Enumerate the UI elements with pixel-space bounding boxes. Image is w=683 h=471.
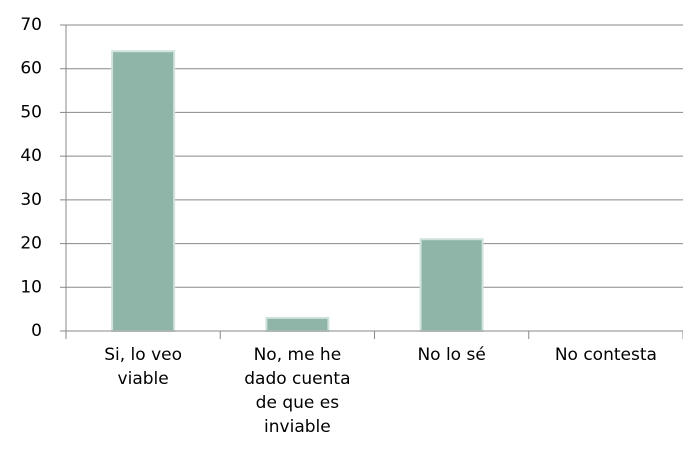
- bar: [265, 316, 330, 332]
- y-tick-label: 0: [31, 321, 42, 341]
- y-tick-label: 10: [20, 277, 42, 297]
- y-tick-label: 40: [20, 146, 42, 166]
- x-tick-label: No, me he dado cuenta de que es inviable: [244, 345, 351, 437]
- y-tick-label: 20: [20, 234, 42, 254]
- x-tick-label: No lo sé: [417, 345, 486, 365]
- x-tick-label: No contesta: [554, 345, 657, 365]
- x-tick-label: Si, lo veo viable: [104, 345, 183, 389]
- bar: [419, 238, 484, 332]
- y-tick-label: 30: [20, 190, 42, 210]
- bar: [111, 50, 176, 332]
- y-tick-label: 50: [20, 102, 42, 122]
- y-tick-label: 70: [20, 15, 42, 35]
- y-tick-label: 60: [20, 59, 42, 79]
